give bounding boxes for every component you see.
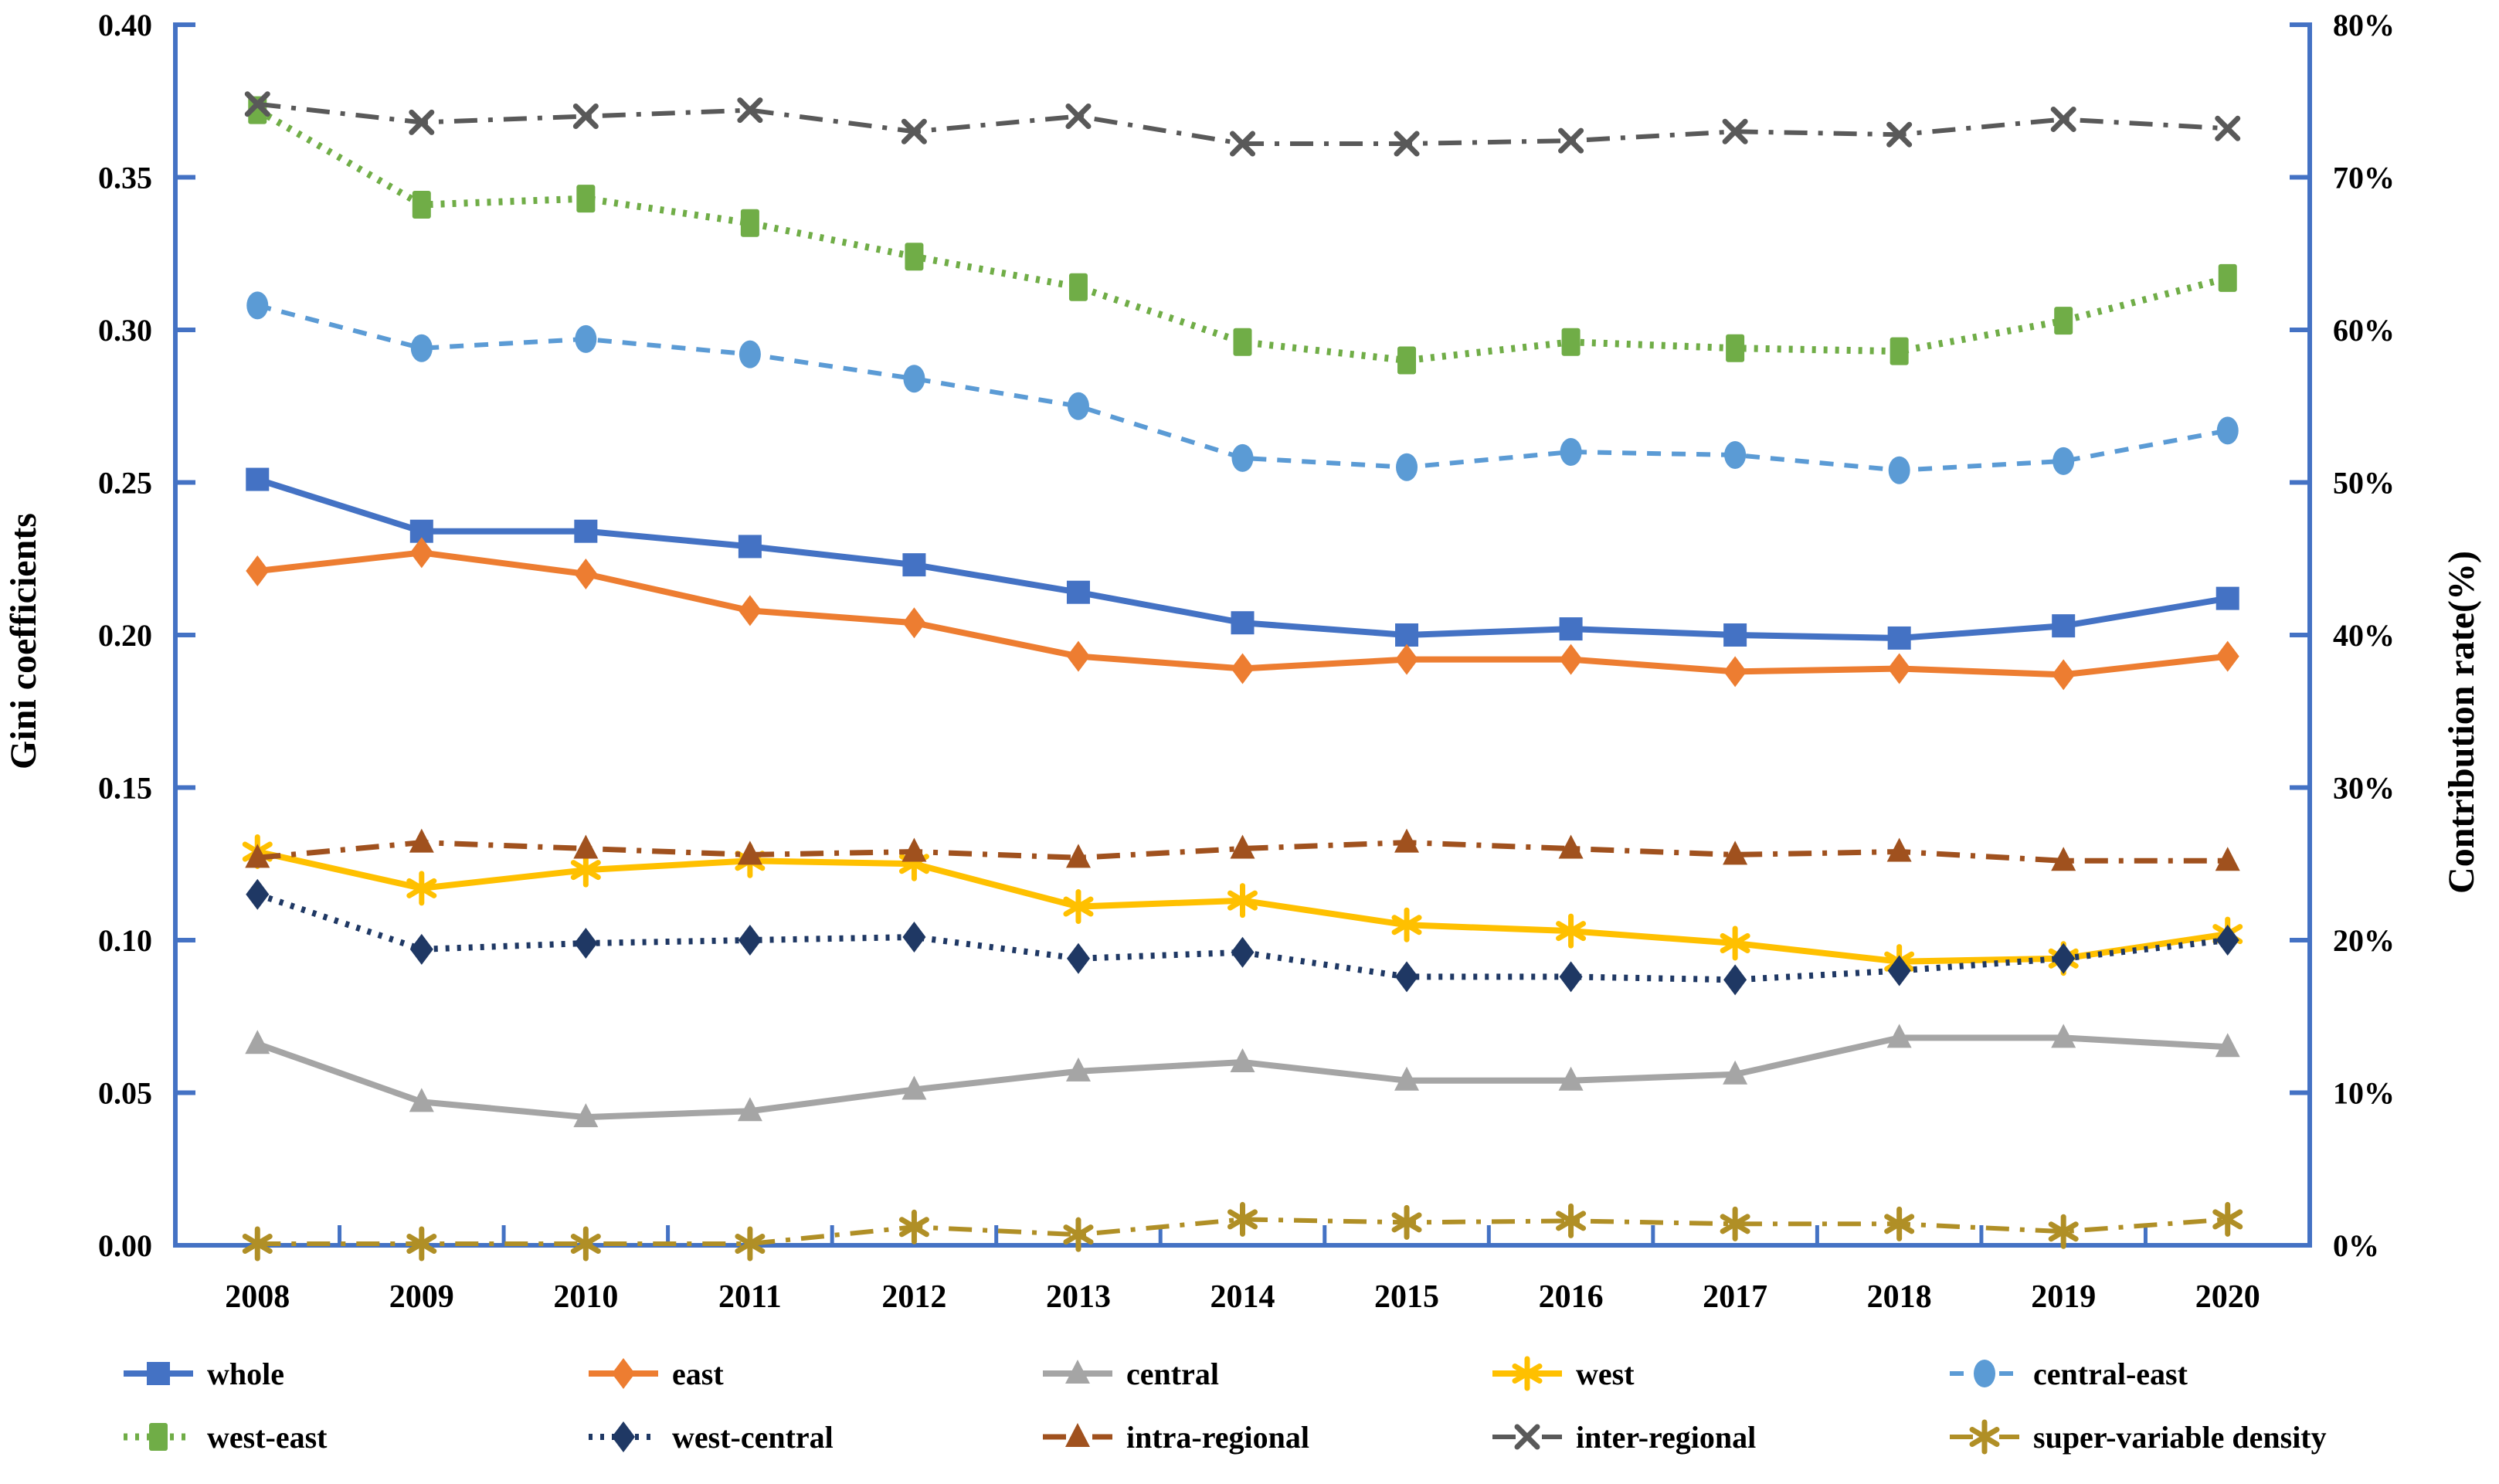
right-tick-label: 70% [2333, 161, 2395, 195]
series-central [245, 1024, 2240, 1128]
legend-item-intra-regional: intra-regional [1043, 1420, 1309, 1455]
series-east [246, 537, 2239, 691]
right-tick-label: 40% [2333, 618, 2395, 653]
legend-label: west-east [207, 1420, 328, 1455]
legend-item-central-east: central-east [1950, 1357, 2188, 1391]
legend-label: west-central [672, 1420, 834, 1455]
series-line [256, 107, 2229, 365]
legend-item-inter-regional: inter-regional [1492, 1420, 1756, 1455]
left-axis-title: Gini coefficients [3, 513, 44, 769]
x-tick-label: 2017 [1703, 1279, 1767, 1315]
series-line [256, 101, 2228, 146]
legend-item-whole: whole [124, 1357, 284, 1391]
legend-item-west: west [1492, 1356, 1635, 1391]
x-tick-label: 2012 [881, 1279, 946, 1315]
right-axis-title: Contribution rate(%) [2441, 551, 2482, 894]
legend-label: central [1126, 1357, 1219, 1391]
x-tick-label: 2010 [553, 1279, 618, 1315]
series-intra-regional [245, 828, 2240, 871]
series-whole [246, 467, 2239, 650]
x-tick-label: 2009 [389, 1279, 454, 1315]
legend-label: east [672, 1357, 724, 1391]
legend-item-west-east: west-east [124, 1420, 328, 1455]
left-tick-label: 0.40 [98, 8, 152, 42]
series-inter-regional [244, 91, 2241, 157]
x-tick-label: 2016 [1539, 1279, 1604, 1315]
right-tick-label: 10% [2333, 1076, 2395, 1111]
series-west-central [246, 878, 2239, 996]
x-tick-label: 2013 [1046, 1279, 1111, 1315]
right-tick-label: 30% [2333, 771, 2395, 806]
legend-item-super-variable-density: super-variable density [1950, 1419, 2327, 1455]
left-tick-label: 0.05 [98, 1076, 152, 1111]
legend-label: inter-regional [1576, 1420, 1756, 1455]
legend-label: super-variable density [2033, 1420, 2327, 1455]
x-tick-label: 2020 [2195, 1279, 2260, 1315]
left-tick-label: 0.25 [98, 466, 152, 501]
x-tick-label: 2008 [225, 1279, 290, 1315]
legend-label: west [1576, 1357, 1635, 1391]
series-west-east [248, 96, 2237, 375]
x-tick-label: 2015 [1374, 1279, 1439, 1315]
x-tick-label: 2018 [1867, 1279, 1932, 1315]
right-tick-label: 0% [2333, 1228, 2379, 1263]
right-tick-label: 80% [2333, 8, 2395, 42]
x-tick-label: 2014 [1210, 1279, 1275, 1315]
left-tick-label: 0.00 [98, 1228, 152, 1263]
plot-area: 0.00 0.05 0.10 0.15 0.20 0.25 0.30 0.35 0.40 0% 10… [98, 8, 2395, 1315]
legend-label: intra-regional [1126, 1420, 1309, 1455]
legend-item-east: east [589, 1357, 724, 1391]
legend-item-west-central: west-central [589, 1420, 834, 1455]
left-tick-label: 0.30 [98, 313, 152, 348]
left-tick-label: 0.35 [98, 161, 152, 195]
left-tick-label: 0.20 [98, 618, 152, 653]
right-tick-label: 50% [2333, 466, 2395, 501]
legend-item-central: central [1043, 1357, 1219, 1391]
x-tick-label: 2011 [718, 1279, 782, 1315]
right-tick-label: 60% [2333, 313, 2395, 348]
legend-label: central-east [2033, 1357, 2188, 1391]
left-tick-label: 0.15 [98, 771, 152, 806]
series-super-variable-density [242, 1201, 2243, 1262]
legend: whole east central west central-east west-eas… [124, 1356, 2327, 1455]
x-tick-label: 2019 [2031, 1279, 2096, 1315]
legend-label: whole [207, 1357, 284, 1391]
series-central-east [246, 291, 2239, 484]
left-tick-label: 0.10 [98, 923, 152, 958]
right-tick-label: 20% [2333, 923, 2395, 958]
